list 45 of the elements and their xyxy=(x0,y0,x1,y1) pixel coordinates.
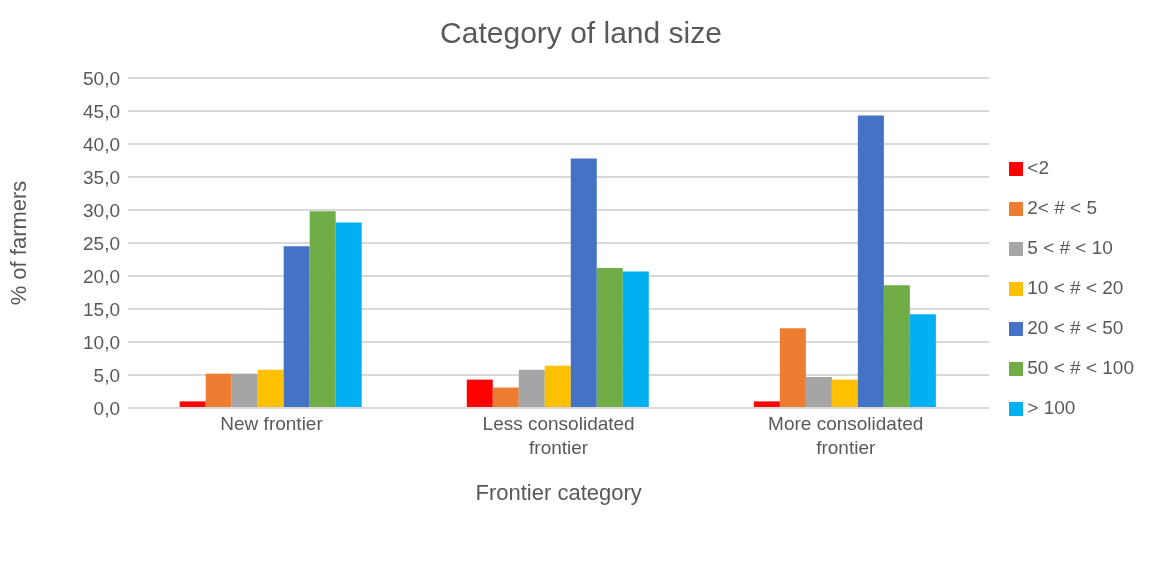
bar xyxy=(596,268,623,408)
y-tick-label: 40,0 xyxy=(83,133,120,155)
bar xyxy=(857,115,884,408)
x-axis-title: Frontier category xyxy=(475,480,642,505)
bar xyxy=(622,271,649,408)
y-tick-label: 20,0 xyxy=(83,265,120,287)
bar xyxy=(518,369,545,408)
legend-label: 50 < # < 100 xyxy=(1027,357,1134,378)
legend-label: > 100 xyxy=(1027,397,1076,418)
legend-label: 5 < # < 10 xyxy=(1027,237,1113,258)
legend-label: 20 < # < 50 xyxy=(1027,317,1124,338)
bar xyxy=(231,373,258,408)
y-tick-label: 5,0 xyxy=(93,364,120,386)
bar xyxy=(309,211,336,408)
bar xyxy=(492,387,519,408)
bar xyxy=(544,365,571,408)
bar xyxy=(883,285,910,408)
y-tick-label: 30,0 xyxy=(83,199,120,221)
x-tick-label: New frontier xyxy=(220,413,324,434)
legend-label: <2 xyxy=(1027,157,1049,178)
bar xyxy=(805,376,832,408)
y-tick-label: 15,0 xyxy=(83,298,120,320)
bar xyxy=(909,314,936,408)
legend-label: 2< # < 5 xyxy=(1027,197,1098,218)
x-tick-label: More consolidated frontier xyxy=(768,413,924,458)
bar xyxy=(179,401,206,408)
y-tick-label: 45,0 xyxy=(83,100,120,122)
bar xyxy=(335,222,362,408)
bar xyxy=(753,401,780,408)
legend-label: 10 < # < 20 xyxy=(1027,277,1124,298)
bar xyxy=(257,369,284,408)
y-tick-label: 10,0 xyxy=(83,331,120,353)
y-tick-label: 0,0 xyxy=(93,397,120,419)
x-tick-label: Less consolidated frontier xyxy=(482,413,635,458)
y-axis-title: % of farmers xyxy=(5,180,31,306)
bar xyxy=(466,379,493,408)
bar xyxy=(570,158,597,408)
bar xyxy=(779,328,806,408)
bar xyxy=(283,246,310,408)
bar xyxy=(831,379,858,408)
y-tick-label: 50,0 xyxy=(83,67,120,89)
y-tick-label: 25,0 xyxy=(83,232,120,254)
bar xyxy=(205,373,232,408)
chart-title: Category of land size xyxy=(439,15,723,51)
y-tick-label: 35,0 xyxy=(83,166,120,188)
